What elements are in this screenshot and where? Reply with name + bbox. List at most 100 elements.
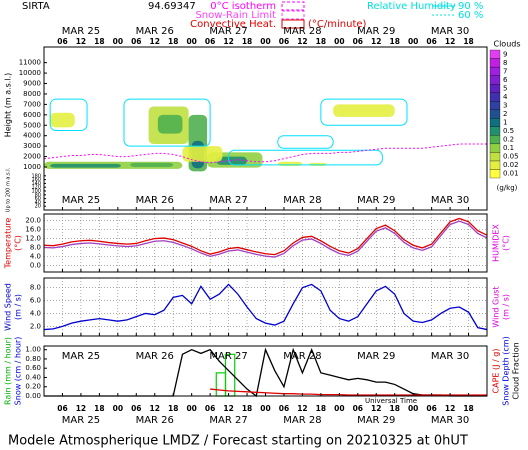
cloud-patch — [182, 146, 223, 162]
day-label: MAR 30 — [431, 351, 469, 362]
hour-label: 12 — [371, 404, 381, 413]
hour-label: 12 — [150, 404, 160, 413]
cloud-patch — [333, 104, 395, 117]
rh-low: 60 % — [458, 10, 483, 21]
day-label: MAR 29 — [357, 26, 395, 37]
y-tick-label: 0.00 — [25, 392, 41, 400]
day-label: MAR 30 — [431, 195, 469, 206]
colorbar-box — [489, 101, 501, 110]
hour-label: 12 — [150, 37, 160, 46]
day-label: MAR 26 — [136, 26, 174, 37]
left-axis-label: (m / s) — [14, 294, 23, 320]
y-tick-label: 10000 — [19, 69, 41, 77]
hour-label: 12 — [76, 37, 86, 46]
colorbar-box — [489, 152, 501, 162]
left-axis-label: (°C) — [14, 235, 23, 251]
right-axis-label: (°C) — [502, 235, 511, 251]
y-tick-label: 3000 — [23, 142, 41, 150]
cloud-patch — [130, 162, 174, 167]
rh-label: Relative Humidity — [367, 1, 456, 12]
y-tick-label: 5000 — [23, 121, 41, 129]
rh-high: 90 % — [458, 1, 483, 12]
day-label: MAR 29 — [357, 195, 395, 206]
day-label: MAR 26 — [136, 415, 174, 426]
isotherm-label: 0°C isotherm — [210, 1, 276, 12]
data-line — [43, 220, 488, 258]
right-axis-label: (m / s) — [502, 294, 511, 320]
colorbar-label: 8 — [503, 59, 507, 67]
colorbar-box — [489, 135, 501, 145]
y-tick-label: 11000 — [19, 59, 41, 67]
rh-contour — [320, 98, 408, 126]
right-axis-label: HUMIDEX — [492, 224, 501, 262]
y-tick-label: 4.0 — [30, 252, 41, 260]
y-tick-label: 8.0 — [30, 243, 41, 251]
day-label: MAR 29 — [357, 415, 395, 426]
y-tick-label: 6.0 — [30, 297, 41, 305]
hour-label: 06 — [205, 37, 215, 46]
y-tick-label: 20.0 — [25, 217, 41, 225]
colorbar-box — [489, 109, 501, 119]
colorbar-label: 0.1 — [503, 144, 514, 152]
day-label: MAR 27 — [209, 351, 247, 362]
y-tick-label: 0.0 — [30, 261, 41, 269]
hour-label: 00 — [186, 404, 196, 413]
day-label: MAR 30 — [431, 415, 469, 426]
colorbar-box — [489, 118, 501, 127]
day-label: MAR 27 — [209, 195, 247, 206]
footer: Modele Atmospherique LMDZ / Forecast sta… — [8, 434, 468, 449]
colorbar-label: 9 — [503, 50, 507, 58]
hour-label: 12 — [223, 404, 233, 413]
day-label: MAR 25 — [62, 26, 100, 37]
y-low-tick-label: 100 — [31, 189, 41, 195]
y-tick-label: 8.0 — [30, 284, 41, 292]
hour-label: 18 — [316, 37, 326, 46]
y-tick-label: 4000 — [23, 132, 41, 140]
coords: 94.69347 — [148, 1, 196, 12]
left-axis-label: Temperature — [4, 218, 13, 270]
snow-rain-label: Snow-Rain Limit — [195, 10, 276, 21]
day-label: MAR 26 — [136, 195, 174, 206]
colorbar-box — [489, 66, 501, 76]
day-label: MAR 30 — [431, 26, 469, 37]
y-tick-label: 2.0 — [30, 322, 41, 330]
right-axis-label: Wind Gust — [492, 286, 501, 327]
hour-label: 18 — [316, 404, 326, 413]
hour-label: 06 — [57, 404, 67, 413]
right-axis-label: Snow Depth (cm) — [502, 336, 511, 405]
colorbar-label: 4 — [503, 93, 508, 101]
data-line — [43, 283, 488, 331]
y-low-tick-label: 20 — [35, 204, 41, 210]
cloud-patch — [157, 114, 183, 134]
colorbar-box — [489, 75, 501, 85]
day-label: MAR 28 — [283, 195, 321, 206]
hour-label: 00 — [113, 404, 123, 413]
hour-label: 06 — [131, 404, 141, 413]
cloud-patch — [50, 163, 121, 168]
hour-label: 12 — [445, 37, 455, 46]
hour-label: 00 — [260, 404, 270, 413]
colorbar-title: Clouds — [493, 40, 520, 49]
hour-label: 06 — [353, 37, 363, 46]
isotherm-line — [43, 143, 487, 164]
hour-label: 12 — [445, 404, 455, 413]
hour-label: 18 — [94, 37, 104, 46]
right-axis-label: Cloud Fraction — [512, 342, 521, 399]
y-tick-label: 9000 — [23, 80, 41, 88]
hour-label: 00 — [408, 37, 418, 46]
hour-label: 06 — [205, 404, 215, 413]
colorbar-box — [489, 160, 501, 170]
colorbar-box — [489, 92, 501, 102]
colorbar-box — [489, 126, 501, 136]
hour-label: 06 — [426, 404, 436, 413]
y-tick-label: 7000 — [23, 100, 41, 108]
rh-contour — [49, 98, 88, 131]
colorbar-box — [489, 58, 501, 68]
day-label: MAR 25 — [62, 195, 100, 206]
y-low-tick-label: 180 — [31, 173, 41, 179]
hour-label: 18 — [389, 404, 399, 413]
colorbar-label: 0.05 — [503, 153, 519, 161]
data-line — [43, 217, 488, 256]
convective-unit: (°C/minute) — [308, 19, 367, 30]
